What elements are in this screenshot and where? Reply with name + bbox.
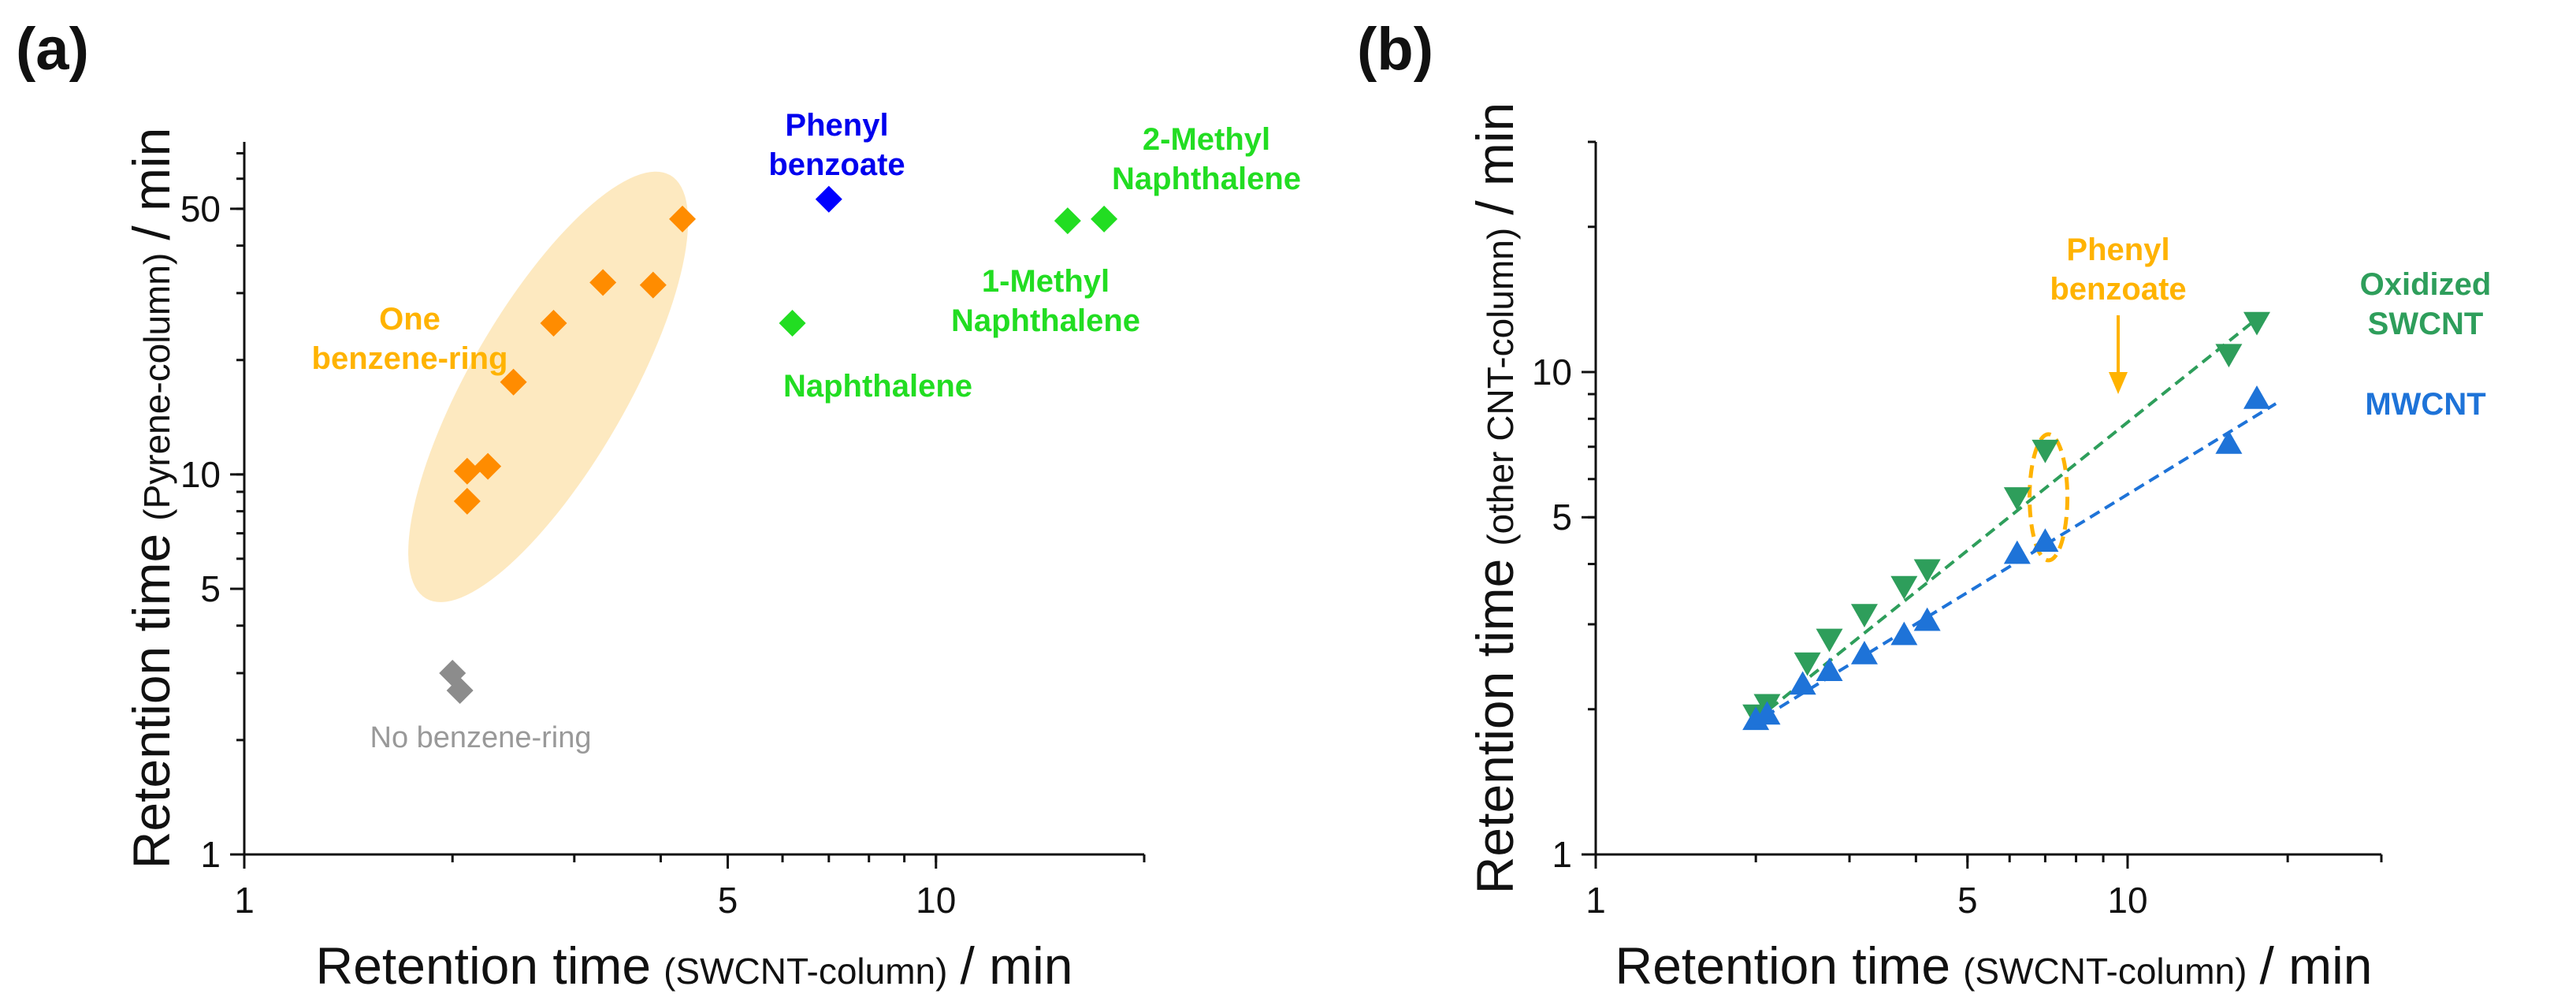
x-axis-title-main: Retention time xyxy=(1615,936,1951,995)
data-point-one-benzene-ring xyxy=(540,310,567,337)
data-point-one-benzene-ring xyxy=(500,368,527,396)
y-tick-label: 1 xyxy=(1552,834,1572,875)
annotation-onemethyl-line: Naphthalene xyxy=(951,303,1140,338)
data-point-one-benzene-ring xyxy=(474,452,502,480)
y-axis-title-sub: (Pyrene-column) xyxy=(136,253,177,521)
annotation-phenyl-line: Phenyl xyxy=(785,108,888,143)
data-point-oxidized-swcnt xyxy=(2215,344,2243,368)
annotation-phenyl: Phenyl benzoate xyxy=(2050,233,2186,307)
panel-label: (a) xyxy=(16,16,89,83)
annotation-none: No benzene-ring xyxy=(370,721,592,754)
annotation-phenyl-line: benzoate xyxy=(2050,272,2186,307)
x-tick-label: 10 xyxy=(2107,880,2147,921)
data-point-mwcnt xyxy=(2003,540,2031,564)
data-point-mwcnt xyxy=(1753,701,1781,725)
data-point-one-benzene-ring xyxy=(589,269,617,296)
annotation-naph-line: Naphthalene xyxy=(783,369,972,404)
data-point-oxidized-swcnt xyxy=(1913,559,1941,583)
fit-line xyxy=(1749,402,2277,728)
annotation-oxidized-line: Oxidized xyxy=(2360,267,2492,302)
data-point-oxidized-swcnt xyxy=(1890,575,1918,600)
y-axis-title-unit: / min xyxy=(1466,102,1524,215)
annotation-twomethyl-line: Naphthalene xyxy=(1112,162,1301,196)
annotation-naph: Naphthalene xyxy=(783,369,972,404)
annotation-none-line: No benzene-ring xyxy=(370,721,592,754)
x-axis-title-unit: / min xyxy=(2259,936,2372,995)
data-point-oxidized-swcnt xyxy=(2031,439,2059,463)
data-point-oxidized-swcnt xyxy=(1816,628,1843,653)
x-tick-label: 5 xyxy=(718,880,738,921)
y-tick-label: 10 xyxy=(1532,352,1572,393)
x-tick-label: 5 xyxy=(1957,880,1978,921)
data-point-mwcnt xyxy=(2031,528,2059,552)
annotation-onemethyl-line: 1-Methyl xyxy=(982,264,1110,299)
data-point-naphthalenes xyxy=(1054,207,1081,235)
y-tick-label: 5 xyxy=(200,568,221,609)
x-tick-label: 10 xyxy=(916,880,956,921)
y-axis-title: Retention time (Pyrene-column) / min xyxy=(122,128,180,869)
data-point-naphthalenes xyxy=(1091,205,1118,233)
x-axis-title: Retention time (SWCNT-column) / min xyxy=(316,936,1073,995)
data-point-mwcnt xyxy=(2215,430,2243,454)
data-point-no-benzene-ring xyxy=(446,677,474,705)
data-point-naphthalenes xyxy=(779,310,806,337)
data-point-mwcnt xyxy=(1816,657,1843,682)
data-point-oxidized-swcnt xyxy=(2003,487,2031,511)
annotation-phenyl-line: benzoate xyxy=(768,147,905,182)
annotation-oxidized: Oxidized SWCNT xyxy=(2360,267,2492,341)
annotation-oxidized-line: SWCNT xyxy=(2368,307,2484,341)
annotation-onemethyl: 1-Methyl Naphthalene xyxy=(951,264,1140,338)
annotation-one: One benzene-ring xyxy=(312,302,508,376)
x-axis-title: Retention time (SWCNT-column) / min xyxy=(1615,936,2373,995)
y-axis-title-sub: (other CNT-column) xyxy=(1480,228,1521,546)
y-axis-title: Retention time (other CNT-column) / min xyxy=(1466,102,1524,894)
annotation-one-line: One xyxy=(379,302,440,337)
y-tick-label: 10 xyxy=(180,454,221,495)
fit-line xyxy=(1754,317,2258,721)
phenyl-benzoate-dashed-ellipse xyxy=(2028,432,2070,563)
y-tick-label: 1 xyxy=(200,834,221,875)
panel-label: (b) xyxy=(1357,16,1433,83)
annotation-mwcnt-line: MWCNT xyxy=(2365,387,2485,422)
annotation-twomethyl-line: 2-Methyl xyxy=(1143,122,1270,157)
data-point-mwcnt xyxy=(1913,607,1941,631)
y-tick-label: 50 xyxy=(180,188,221,229)
data-point-oxidized-swcnt xyxy=(1794,652,1821,676)
y-axis-title-unit: / min xyxy=(122,128,180,240)
y-axis-title-main: Retention time xyxy=(1466,559,1524,895)
one-benzene-ring-highlight-ellipse xyxy=(408,171,689,602)
data-point-one-benzene-ring xyxy=(639,271,667,299)
y-tick-label: 5 xyxy=(1552,497,1572,538)
annotation-twomethyl: 2-Methyl Naphthalene xyxy=(1112,122,1301,196)
annotation-phenyl: Phenyl benzoate xyxy=(768,108,905,182)
x-axis-title-main: Retention time xyxy=(316,936,652,995)
data-point-mwcnt xyxy=(2243,385,2271,409)
data-point-mwcnt xyxy=(1850,641,1878,664)
annotation-mwcnt: MWCNT xyxy=(2365,387,2485,422)
data-point-oxidized-swcnt xyxy=(2243,311,2271,336)
data-point-one-benzene-ring xyxy=(453,487,481,515)
phenyl-benzoate-arrow-head xyxy=(2109,372,2128,394)
x-tick-label: 1 xyxy=(1585,880,1606,921)
x-axis-title-sub: (SWCNT-column) xyxy=(664,951,947,992)
data-point-oxidized-swcnt xyxy=(1850,604,1878,628)
data-point-phenyl-benzoate xyxy=(815,185,842,213)
x-axis-title-sub: (SWCNT-column) xyxy=(1963,951,2247,992)
annotation-one-line: benzene-ring xyxy=(312,341,508,376)
annotation-phenyl-line: Phenyl xyxy=(2066,233,2169,267)
data-point-one-benzene-ring xyxy=(669,205,697,233)
y-axis-title-main: Retention time xyxy=(122,534,180,869)
data-point-mwcnt xyxy=(1890,621,1918,646)
x-tick-label: 1 xyxy=(234,880,255,921)
data-point-one-benzene-ring xyxy=(453,457,481,485)
x-axis-title-unit: / min xyxy=(960,936,1072,995)
data-point-mwcnt xyxy=(1789,671,1816,695)
